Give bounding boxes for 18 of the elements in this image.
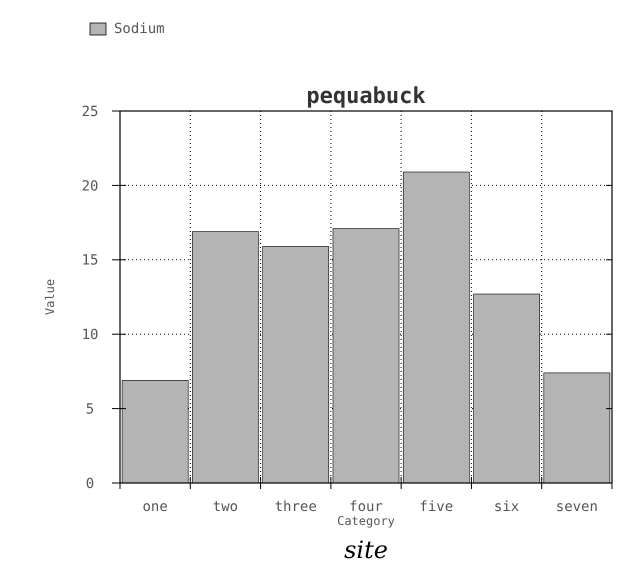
- y-tick-label: 0: [86, 476, 94, 492]
- x-tick-label: four: [349, 499, 383, 515]
- x-tick-label: two: [212, 499, 238, 515]
- x-tick-label: one: [142, 499, 168, 515]
- x-tick-label: five: [419, 499, 454, 515]
- x-axis-title: Category: [337, 514, 395, 528]
- chart-title: pequabuck: [306, 84, 426, 109]
- text: site: [344, 536, 388, 564]
- y-tick-label: 20: [82, 178, 98, 194]
- y-tick-label: 10: [82, 327, 98, 344]
- y-axis-title: Value: [43, 278, 57, 316]
- x-tick-label: three: [274, 499, 317, 515]
- y-tick-label: 15: [82, 252, 98, 269]
- legend-label: Sodium: [114, 21, 165, 37]
- y-tick-label: 5: [86, 402, 94, 418]
- y-tick-label: 25: [82, 104, 98, 120]
- x-tick-label: seven: [556, 499, 598, 515]
- x-tick-label: six: [494, 499, 520, 515]
